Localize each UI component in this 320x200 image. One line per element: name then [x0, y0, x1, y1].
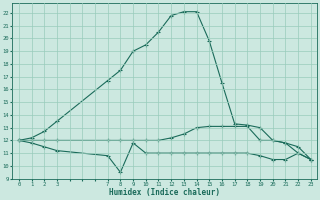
X-axis label: Humidex (Indice chaleur): Humidex (Indice chaleur): [109, 188, 220, 197]
